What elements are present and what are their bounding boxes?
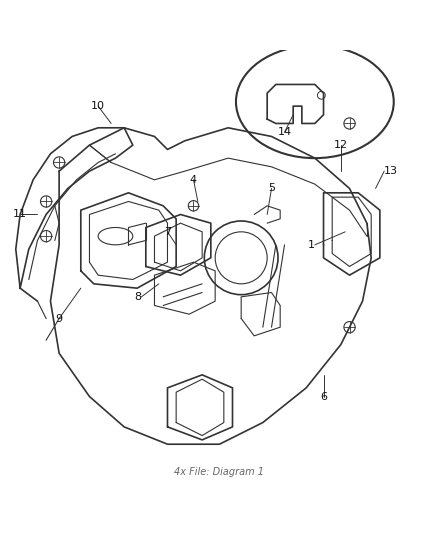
Text: 12: 12 bbox=[333, 140, 347, 150]
Text: 4x File: Diagram 1: 4x File: Diagram 1 bbox=[174, 467, 264, 478]
Text: 11: 11 bbox=[13, 209, 27, 220]
Text: 5: 5 bbox=[268, 183, 274, 193]
Text: 4: 4 bbox=[190, 175, 197, 185]
Text: 10: 10 bbox=[91, 101, 105, 111]
Text: 9: 9 bbox=[56, 313, 63, 324]
Text: 1: 1 bbox=[307, 240, 314, 250]
Text: 8: 8 bbox=[134, 292, 141, 302]
Text: 14: 14 bbox=[277, 127, 291, 137]
Text: 7: 7 bbox=[163, 227, 171, 237]
Text: 6: 6 bbox=[319, 392, 326, 401]
Text: 13: 13 bbox=[383, 166, 397, 176]
